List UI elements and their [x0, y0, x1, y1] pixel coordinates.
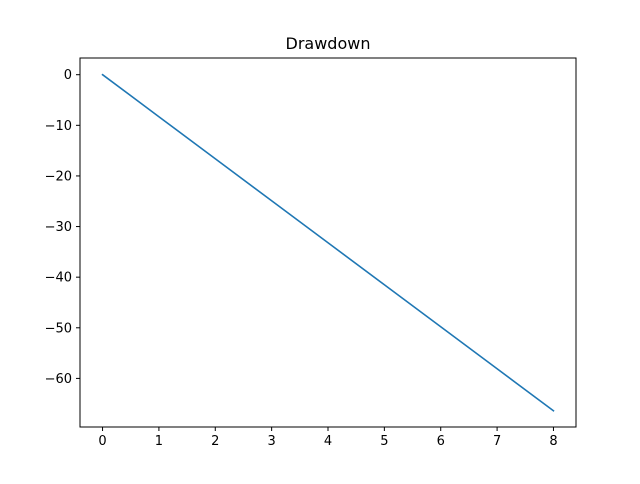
series-layer [101, 73, 555, 412]
y-tick-label: 0 [64, 68, 72, 83]
y-tick-label: −20 [45, 169, 72, 184]
y-tick-label: −30 [45, 220, 72, 235]
x-tick-label: 6 [437, 434, 445, 449]
x-tick-label: 7 [493, 434, 501, 449]
y-tick-label: −40 [45, 271, 72, 286]
chart-title: Drawdown [286, 34, 371, 53]
y-tick-label: −10 [45, 119, 72, 134]
x-tick-label: 3 [267, 434, 275, 449]
series-line-0 [101, 73, 555, 412]
x-tick-label: 8 [549, 434, 557, 449]
x-tick-label: 2 [211, 434, 219, 449]
x-tick-label: 5 [380, 434, 388, 449]
ticks-layer: 0 1 2 3 4 5 6 7 8 0 −10 −20 −30 −40 −50 −60 [45, 68, 558, 449]
x-tick-label: 1 [155, 434, 163, 449]
y-tick-label: −50 [45, 321, 72, 336]
y-tick-label: −60 [45, 372, 72, 387]
x-tick-label: 0 [98, 434, 106, 449]
x-tick-label: 4 [324, 434, 332, 449]
